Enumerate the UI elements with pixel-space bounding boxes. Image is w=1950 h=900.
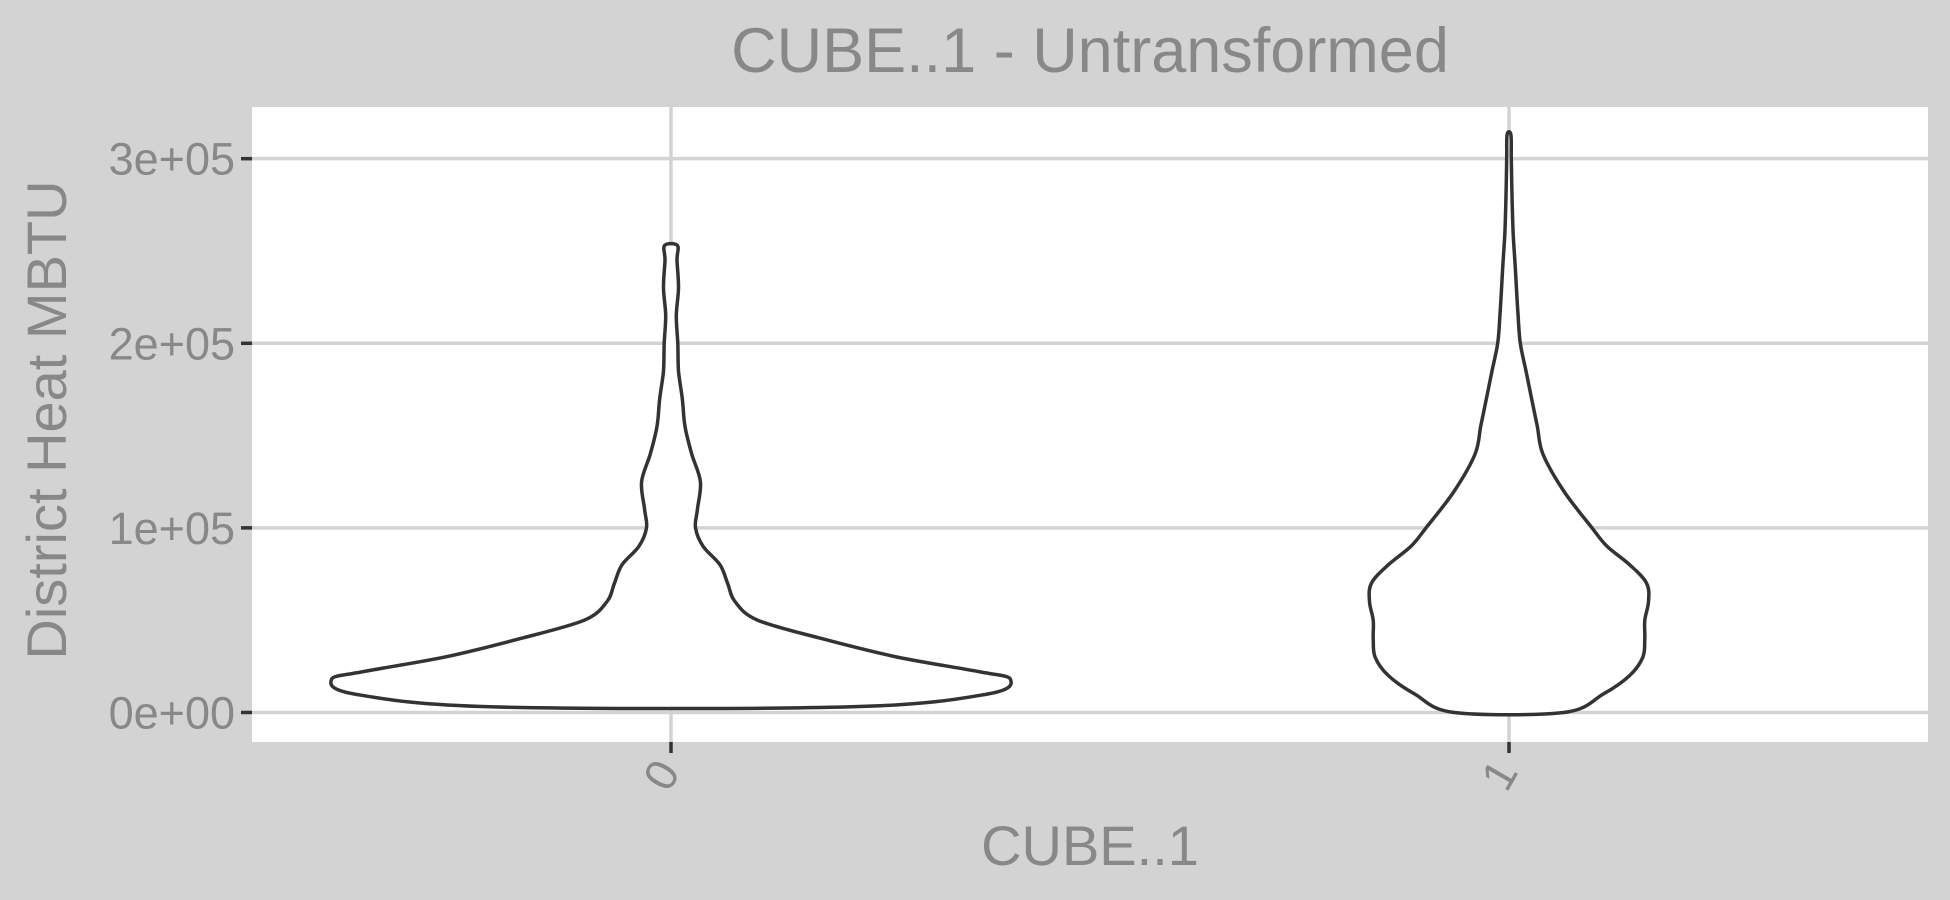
violin-1	[1367, 130, 1651, 717]
y-axis-label: District Heat MBTU	[15, 180, 78, 659]
y-tick-label-1: 1e+05	[109, 503, 235, 554]
y-tick-label-0: 0e+00	[109, 687, 235, 738]
y-tick-label-2: 2e+05	[109, 318, 235, 369]
violins	[329, 130, 1651, 717]
chart-title: CUBE..1 - Untransformed	[731, 16, 1449, 86]
violin-0	[329, 241, 1013, 711]
y-axis: 0e+00 1e+05 2e+05 3e+05	[109, 134, 252, 738]
y-tick-label-3: 3e+05	[109, 134, 235, 185]
x-axis-label: CUBE..1	[981, 814, 1199, 877]
